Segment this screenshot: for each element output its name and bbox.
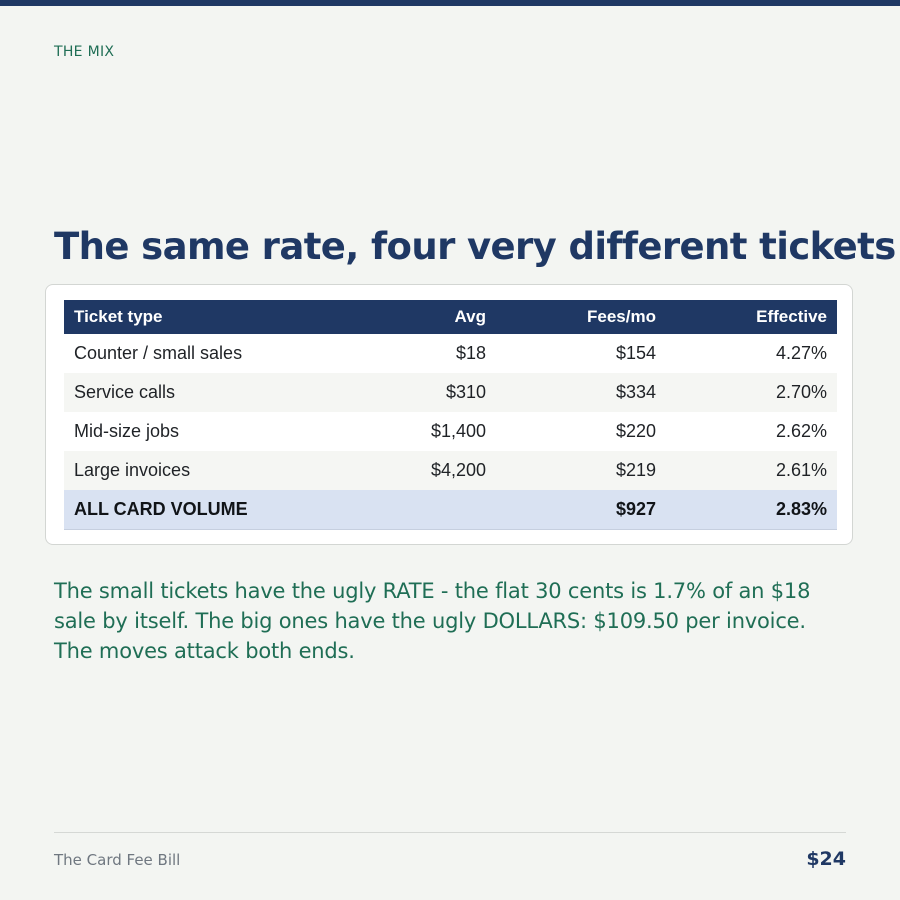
- cell-avg: $4,200: [326, 451, 496, 490]
- cell-total-avg: [326, 490, 496, 530]
- page-title: The same rate, four very different ticke…: [54, 225, 896, 268]
- column-header-avg: Avg: [326, 300, 496, 334]
- column-header-ticket-type: Ticket type: [64, 300, 326, 334]
- table-row: Mid-size jobs $1,400 $220 2.62%: [64, 412, 837, 451]
- column-header-fees: Fees/mo: [496, 300, 666, 334]
- cell-ticket-type: Service calls: [64, 373, 326, 412]
- cell-total-label: ALL CARD VOLUME: [64, 490, 326, 530]
- body-paragraph: The small tickets have the ugly RATE - t…: [54, 579, 811, 663]
- cell-fees: $219: [496, 451, 666, 490]
- cell-total-effective: 2.83%: [666, 490, 837, 530]
- cell-avg: $18: [326, 334, 496, 373]
- cell-fees: $220: [496, 412, 666, 451]
- cell-ticket-type: Large invoices: [64, 451, 326, 490]
- table-header-row: Ticket type Avg Fees/mo Effective: [64, 300, 837, 334]
- cell-avg: $1,400: [326, 412, 496, 451]
- column-header-effective: Effective: [666, 300, 837, 334]
- footer-price: $24: [806, 848, 846, 870]
- fee-table-card: Ticket type Avg Fees/mo Effective Counte…: [45, 284, 853, 545]
- table-total-row: ALL CARD VOLUME $927 2.83%: [64, 490, 837, 530]
- cell-fees: $334: [496, 373, 666, 412]
- cell-effective: 4.27%: [666, 334, 837, 373]
- cell-ticket-type: Counter / small sales: [64, 334, 326, 373]
- footer-series-title: The Card Fee Bill: [54, 851, 181, 869]
- table-row: Counter / small sales $18 $154 4.27%: [64, 334, 837, 373]
- cell-avg: $310: [326, 373, 496, 412]
- section-eyebrow: THE MIX: [54, 44, 115, 60]
- cell-ticket-type: Mid-size jobs: [64, 412, 326, 451]
- cell-fees: $154: [496, 334, 666, 373]
- top-accent-bar: [0, 0, 900, 6]
- footer-divider: [54, 832, 846, 833]
- table-row: Service calls $310 $334 2.70%: [64, 373, 837, 412]
- cell-effective: 2.62%: [666, 412, 837, 451]
- cell-effective: 2.61%: [666, 451, 837, 490]
- fee-table: Ticket type Avg Fees/mo Effective Counte…: [64, 300, 837, 530]
- table-row: Large invoices $4,200 $219 2.61%: [64, 451, 837, 490]
- cell-total-fees: $927: [496, 490, 666, 530]
- cell-effective: 2.70%: [666, 373, 837, 412]
